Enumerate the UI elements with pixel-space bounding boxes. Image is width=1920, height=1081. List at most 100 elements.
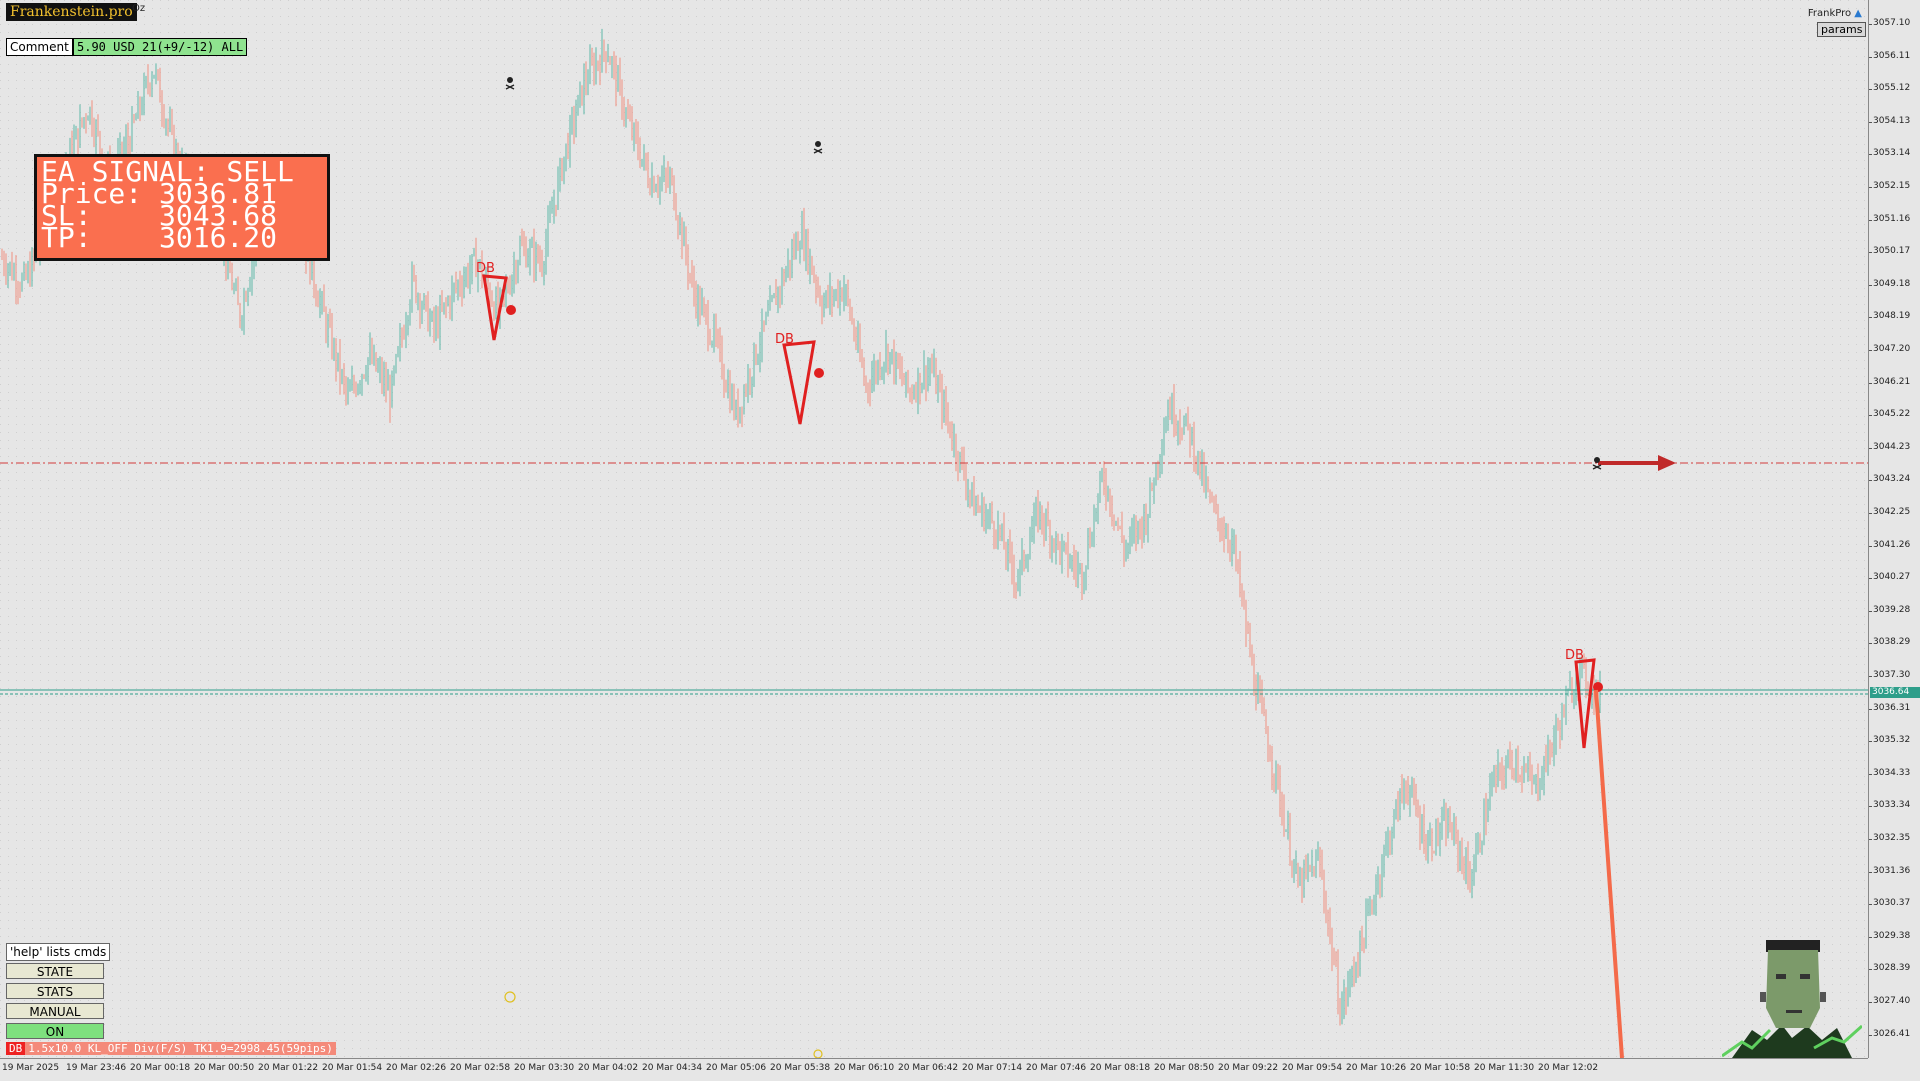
price-tick-label: 3039.28 [1873,604,1911,615]
status-bar: DB 1.5x10.0 KL_OFF Div(F/S) TK1.9=2998.45… [6,1042,336,1056]
take-profit-projection [1594,689,1624,1058]
signal-take-profit: TP: 3016.20 [41,221,278,254]
price-tick-mark [1869,317,1872,319]
smiley-icon [813,1049,823,1058]
time-tick-label: 20 Mar 02:26 [386,1063,447,1073]
price-tick-label: 3049.18 [1873,278,1911,289]
price-tick-mark [1869,904,1872,906]
price-tick-label: 3036.31 [1873,702,1911,713]
price-tick-label: 3037.30 [1873,670,1911,680]
price-tick-label: 3030.37 [1873,898,1911,909]
brand-tag: Oz [132,3,146,14]
price-tick-label: 3032.35 [1873,833,1911,843]
time-tick-label: 20 Mar 10:58 [1410,1063,1471,1073]
price-tick-mark [1869,773,1872,775]
price-tick-label: 3053.14 [1873,148,1911,159]
time-axis[interactable]: 19 Mar 2025 19 Mar 23:46 20 Mar 00:18 20 Ma… [0,1058,1868,1081]
pattern-label: DB [775,332,794,347]
smiley-icon [504,991,516,1003]
price-tick-label: 3056.11 [1873,50,1911,61]
price-tick-mark [1869,610,1872,612]
price-tick-mark [1869,121,1872,123]
price-tick-label: 3042.25 [1873,507,1911,517]
comment-label: Comment [6,38,73,56]
skull-icon [813,141,823,154]
price-tick-mark [1869,1034,1872,1036]
price-tick-label: 3026.41 [1873,1028,1911,1039]
signal-price: Price: 3036.81 [41,177,278,210]
skull-icon [1592,457,1602,470]
time-tick-label: 20 Mar 00:50 [194,1063,255,1073]
price-tick-mark [1869,447,1872,449]
time-tick-label: 20 Mar 09:22 [1218,1063,1279,1073]
time-tick-label: 20 Mar 06:10 [834,1063,895,1073]
price-tick-mark [1869,839,1872,840]
price-tick-mark [1869,89,1872,91]
double-bottom-pattern [1574,658,1603,749]
price-tick-label: 3031.36 [1873,865,1911,876]
price-tick-mark [1869,415,1872,417]
price-tick-mark [1869,708,1872,710]
price-tick-mark [1869,643,1872,645]
price-tick-mark [1869,480,1872,482]
price-tick-mark [1869,969,1872,971]
time-tick-label: 20 Mar 08:50 [1154,1063,1215,1073]
price-tick-label: 3041.26 [1873,539,1911,550]
price-tick-mark [1869,252,1872,254]
time-tick-label: 20 Mar 01:54 [322,1063,383,1073]
price-tick-label: 3043.24 [1873,474,1911,485]
frankpro-label: FrankPro ▲ [1808,8,1862,19]
price-tick-mark [1869,936,1872,938]
time-tick-label: 20 Mar 07:46 [1026,1063,1087,1073]
price-tick-mark [1869,24,1872,25]
price-tick-label: 3054.13 [1873,115,1911,126]
price-tick-label: 3048.19 [1873,311,1911,322]
current-price-tag: 3036.64 [1870,687,1920,698]
brand-logo: Frankenstein.pro [6,3,137,21]
price-tick-label: 3044.23 [1873,441,1911,452]
signal-title: EA SIGNAL: SELL [41,155,294,188]
time-tick-label: 20 Mar 10:26 [1346,1063,1407,1073]
price-tick-mark [1869,676,1872,677]
price-tick-label: 3057.10 [1873,18,1911,28]
time-tick-label: 20 Mar 02:58 [450,1063,511,1073]
time-tick-label: 20 Mar 05:38 [770,1063,831,1073]
skull-icon [505,77,515,90]
params-button[interactable]: params [1817,22,1867,37]
stats-button[interactable]: STATS [6,983,104,999]
price-tick-label: 3046.21 [1873,376,1911,387]
price-tick-mark [1869,871,1872,873]
time-tick-label: 20 Mar 09:54 [1282,1063,1343,1073]
price-axis[interactable]: 3057.10 3056.11 3055.12 3054.13 3053.14 3052.… [1868,0,1920,1058]
state-button[interactable]: STATE [6,963,104,979]
ea-signal-panel: EA SIGNAL: SELL Price: 3036.81 SL: 3043.… [34,154,330,261]
time-tick-label: 20 Mar 11:30 [1474,1063,1535,1073]
price-tick-mark [1869,1002,1872,1003]
price-tick-label: 3034.33 [1873,767,1911,778]
time-tick-label: 20 Mar 03:30 [514,1063,575,1073]
price-tick-label: 3052.15 [1873,181,1911,191]
manual-button[interactable]: MANUAL [6,1003,104,1019]
time-tick-label: 20 Mar 01:22 [258,1063,319,1073]
price-tick-label: 3038.29 [1873,637,1911,648]
on-button[interactable]: ON [6,1023,104,1039]
price-tick-label: 3055.12 [1873,83,1911,94]
time-tick-label: 20 Mar 04:02 [578,1063,639,1073]
entry-arrow-icon [1598,455,1676,471]
graduation-cap-icon: ▲ [1854,8,1862,19]
price-tick-mark [1869,56,1872,58]
time-tick-label: 19 Mar 2025 [2,1063,60,1073]
time-tick-label: 20 Mar 05:06 [706,1063,767,1073]
help-button[interactable]: 'help' lists cmds [6,943,111,961]
pattern-label: DB [476,261,495,276]
price-tick-mark [1869,513,1872,514]
price-tick-mark [1869,806,1872,808]
price-tick-mark [1869,219,1872,221]
price-tick-mark [1869,545,1872,547]
frankenstein-mascot-icon [1722,940,1862,1058]
price-tick-mark [1869,578,1872,580]
price-tick-label: 3040.27 [1873,572,1911,583]
price-tick-label: 3051.16 [1873,213,1911,224]
double-bottom-pattern [482,274,516,341]
price-tick-label: 3047.20 [1873,344,1911,354]
